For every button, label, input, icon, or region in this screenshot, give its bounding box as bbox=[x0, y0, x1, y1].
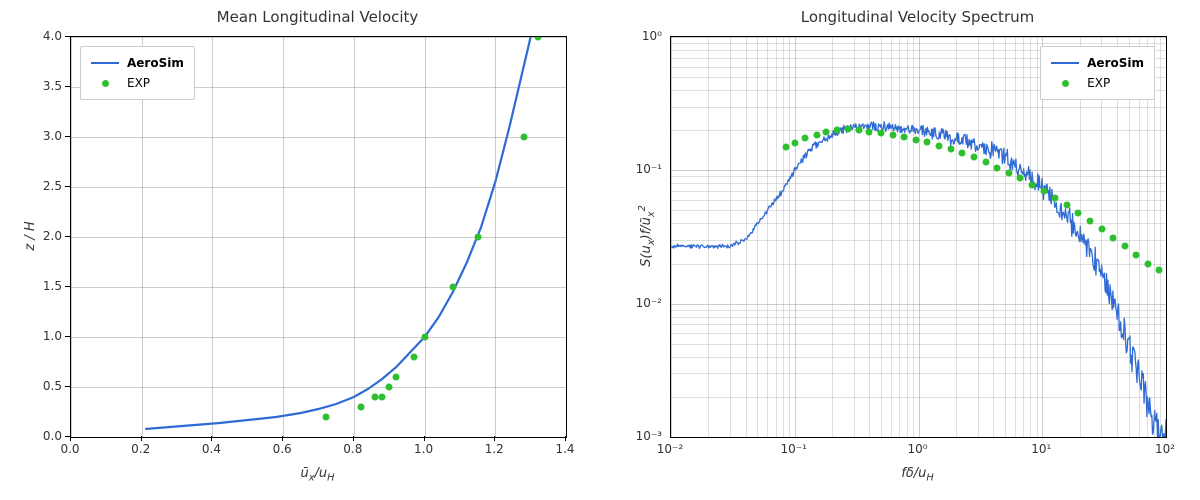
ytick-label: 1.5 bbox=[43, 279, 62, 293]
legend-dot-icon bbox=[91, 80, 119, 87]
exp-marker bbox=[855, 127, 862, 134]
xtick-label: 10² bbox=[1155, 442, 1175, 456]
xtick-label: 10⁰ bbox=[907, 442, 927, 456]
ytick-label: 0.0 bbox=[43, 429, 62, 443]
xtick-label: 0.8 bbox=[343, 442, 362, 456]
exp-marker bbox=[410, 354, 417, 361]
xtick-label: 0.6 bbox=[273, 442, 292, 456]
exp-marker bbox=[813, 131, 820, 138]
exp-marker bbox=[845, 125, 852, 132]
left-legend: AeroSim EXP bbox=[80, 46, 195, 100]
exp-marker bbox=[1075, 209, 1082, 216]
ytick-label: 0.5 bbox=[43, 379, 62, 393]
ytick-label: 10⁻² bbox=[636, 296, 662, 310]
exp-marker bbox=[901, 133, 908, 140]
exp-marker bbox=[1098, 226, 1105, 233]
exp-marker bbox=[982, 159, 989, 166]
exp-marker bbox=[1156, 266, 1163, 273]
exp-marker bbox=[791, 140, 798, 147]
exp-marker bbox=[1145, 260, 1152, 267]
ytick-label: 2.5 bbox=[43, 179, 62, 193]
xtick-label: 10⁻² bbox=[657, 442, 683, 456]
exp-marker bbox=[936, 142, 943, 149]
exp-marker bbox=[823, 128, 830, 135]
ytick-label: 10⁻¹ bbox=[636, 162, 662, 176]
right-subplot: Longitudinal Velocity Spectrum fδ/uH S(u… bbox=[670, 36, 1165, 436]
exp-marker bbox=[801, 134, 808, 141]
xtick-label: 1.0 bbox=[414, 442, 433, 456]
exp-marker bbox=[386, 384, 393, 391]
legend-label-aerosim: AeroSim bbox=[127, 56, 184, 70]
exp-marker bbox=[947, 145, 954, 152]
right-xlabel: fδ/uH bbox=[670, 466, 1165, 484]
exp-marker bbox=[1028, 181, 1035, 188]
exp-marker bbox=[1005, 169, 1012, 176]
exp-marker bbox=[322, 414, 329, 421]
ytick-label: 1.0 bbox=[43, 329, 62, 343]
ytick-label: 4.0 bbox=[43, 29, 62, 43]
exp-marker bbox=[1086, 217, 1093, 224]
exp-marker bbox=[912, 136, 919, 143]
left-xlabel: ūx/uH bbox=[70, 466, 565, 484]
right-title: Longitudinal Velocity Spectrum bbox=[670, 8, 1165, 26]
legend-line-icon bbox=[1051, 62, 1079, 64]
exp-marker bbox=[924, 139, 931, 146]
exp-marker bbox=[474, 234, 481, 241]
exp-marker bbox=[372, 394, 379, 401]
exp-marker bbox=[889, 131, 896, 138]
legend-row-exp-r: EXP bbox=[1051, 73, 1144, 93]
ytick-label: 3.5 bbox=[43, 79, 62, 93]
xtick-label: 10¹ bbox=[1031, 442, 1051, 456]
legend-label-aerosim-r: AeroSim bbox=[1087, 56, 1144, 70]
exp-marker bbox=[878, 130, 885, 137]
legend-row-exp: EXP bbox=[91, 73, 184, 93]
exp-marker bbox=[379, 394, 386, 401]
xtick-label: 1.2 bbox=[485, 442, 504, 456]
exp-marker bbox=[1052, 195, 1059, 202]
exp-marker bbox=[1133, 252, 1140, 259]
exp-marker bbox=[421, 334, 428, 341]
legend-row-aerosim: AeroSim bbox=[91, 53, 184, 73]
exp-marker bbox=[994, 164, 1001, 171]
legend-line-icon bbox=[91, 62, 119, 64]
left-ylabel: z / H bbox=[23, 221, 38, 250]
legend-label-exp: EXP bbox=[127, 76, 150, 90]
left-subplot: Mean Longitudinal Velocity ūx/uH z / H A… bbox=[70, 36, 565, 436]
figure: Mean Longitudinal Velocity ūx/uH z / H A… bbox=[0, 0, 1200, 500]
legend-row-aerosim-r: AeroSim bbox=[1051, 53, 1144, 73]
xtick-label: 0.2 bbox=[131, 442, 150, 456]
exp-marker bbox=[866, 128, 873, 135]
exp-marker bbox=[520, 134, 527, 141]
exp-marker bbox=[1017, 175, 1024, 182]
ytick-label: 10⁰ bbox=[642, 29, 662, 43]
exp-marker bbox=[959, 149, 966, 156]
exp-marker bbox=[783, 143, 790, 150]
exp-marker bbox=[449, 284, 456, 291]
legend-dot-icon bbox=[1051, 80, 1079, 87]
exp-marker bbox=[357, 404, 364, 411]
xtick-label: 10⁻¹ bbox=[781, 442, 807, 456]
ytick-label: 10⁻³ bbox=[636, 429, 662, 443]
exp-marker bbox=[1110, 235, 1117, 242]
right-legend: AeroSim EXP bbox=[1040, 46, 1155, 100]
ytick-label: 2.0 bbox=[43, 229, 62, 243]
xtick-label: 1.4 bbox=[555, 442, 574, 456]
xtick-label: 0.4 bbox=[202, 442, 221, 456]
legend-label-exp-r: EXP bbox=[1087, 76, 1110, 90]
ytick-label: 3.0 bbox=[43, 129, 62, 143]
left-title: Mean Longitudinal Velocity bbox=[70, 8, 565, 26]
exp-marker bbox=[1063, 201, 1070, 208]
exp-marker bbox=[393, 374, 400, 381]
exp-marker bbox=[834, 127, 841, 134]
exp-marker bbox=[970, 154, 977, 161]
right-ylabel: S(ux)f/ũx2 bbox=[637, 205, 657, 267]
aerosim-line bbox=[145, 37, 530, 429]
xtick-label: 0.0 bbox=[60, 442, 79, 456]
exp-marker bbox=[1121, 243, 1128, 250]
exp-marker bbox=[1040, 187, 1047, 194]
